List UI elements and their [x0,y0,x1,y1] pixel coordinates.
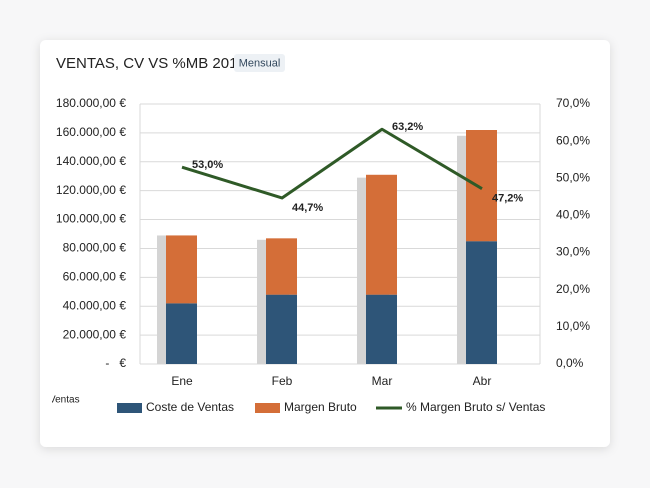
legend-swatch [255,403,280,413]
y2-tick-label: 30,0% [556,245,590,259]
y-tick-label: 40.000,00 € [63,298,127,312]
line-series [181,127,483,200]
x-tick-label: Mar [372,374,393,388]
bar-segment [366,174,397,295]
x-tick-label: Feb [272,374,293,388]
plot: - € 20.000,00 € 40.000,00 € 60.000,00 € 80.0… [49,96,590,415]
y-tick-label: 60.000,00 € [63,270,127,284]
y-tick-label: 80.000,00 € [63,241,127,255]
y2-tick-label: 70,0% [556,96,590,110]
x-tick-label: Abr [473,374,492,388]
y-tick-label: 140.000,00 € [56,154,126,168]
legend-label: Coste de Ventas [146,400,234,414]
bar-segment [266,238,297,295]
legend: Ventas Coste de Ventas Margen Bruto % Marge… [49,395,545,415]
data-label: 53,0% [192,159,223,171]
y2-tick-label: 10,0% [556,319,590,333]
y-tick-label: 160.000,00 € [56,125,126,139]
legend-label: Margen Bruto [284,400,357,414]
data-label: 44,7% [292,202,323,214]
bar-segment [466,130,497,242]
y-tick-label: 180.000,00 € [56,96,126,110]
y2-tick-label: 50,0% [556,170,590,184]
bar-segment [166,303,197,364]
y2-tick-label: 60,0% [556,133,590,147]
badge-label[interactable]: Mensual [239,57,281,69]
bar-segment [466,241,497,364]
y-tick-label: - € [105,356,126,370]
y2-tick-label: 0,0% [556,356,584,370]
legend-swatch [117,403,142,413]
bar-segment [366,294,397,364]
y-tick-label: 120.000,00 € [56,183,126,197]
y-tick-label: 100.000,00 € [56,212,126,226]
chart-title: VENTAS, CV VS %MB 2019 [56,55,246,72]
x-tick-label: Ene [171,374,193,388]
bar-segment [166,235,197,304]
data-label: 47,2% [492,193,523,205]
y-tick-label: 20.000,00 € [63,327,127,341]
y2-tick-label: 20,0% [556,282,590,296]
bar-segment [266,294,297,364]
legend-label: Ventas [49,395,80,406]
badge[interactable] [234,54,285,72]
y2-tick-label: 40,0% [556,208,590,222]
data-label: 63,2% [392,121,423,133]
legend-label: % Margen Bruto s/ Ventas [406,400,545,414]
